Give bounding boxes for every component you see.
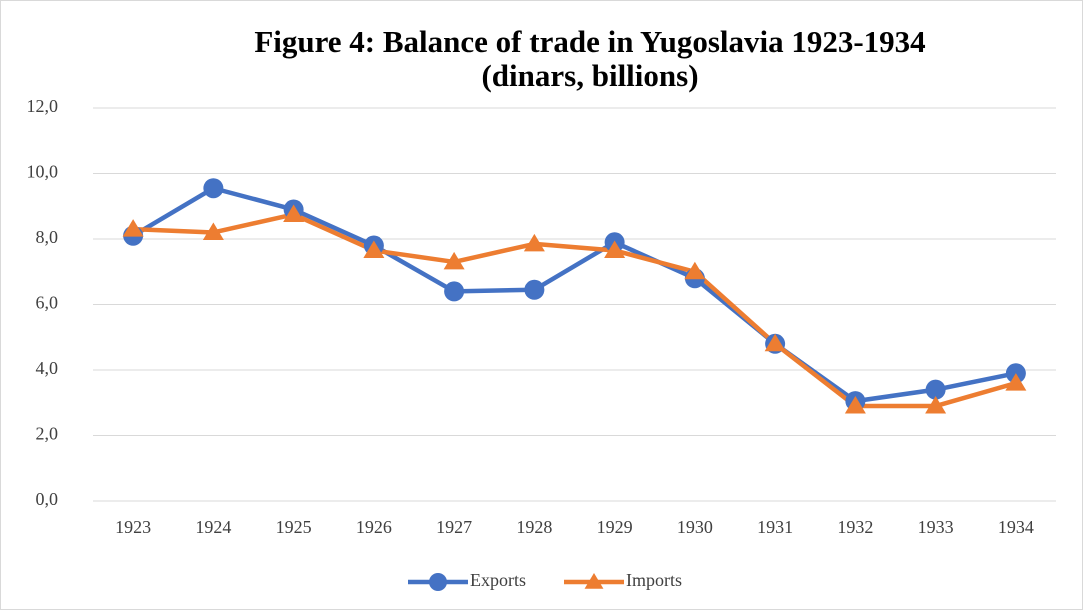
chart-subtitle: (dinars, billions) [481,58,698,93]
x-tick-label: 1929 [597,517,633,537]
x-tick-label: 1934 [998,517,1034,537]
y-tick-label: 10,0 [27,162,59,182]
data-point [764,333,786,352]
x-tick-label: 1926 [356,517,392,537]
data-point [925,379,946,400]
x-tick-label: 1932 [837,517,873,537]
chart-title: Figure 4: Balance of trade in Yugoslavia… [254,24,925,59]
x-tick-label: 1928 [516,517,552,537]
data-point [283,204,305,222]
x-tick-label: 1930 [677,517,713,537]
data-point [604,240,626,258]
y-tick-label: 4,0 [36,358,59,378]
y-tick-label: 8,0 [36,227,59,247]
x-tick-label: 1933 [918,517,954,537]
data-point [122,219,144,237]
y-tick-label: 2,0 [36,424,59,444]
data-point [1005,373,1027,391]
y-tick-label: 0,0 [36,489,59,509]
x-tick-label: 1931 [757,517,793,537]
data-point [202,222,224,240]
x-tick-label: 1923 [115,517,151,537]
legend-marker [584,573,604,589]
y-tick-label: 12,0 [27,96,59,116]
series-line [133,212,1017,409]
data-point [203,178,224,199]
data-point [363,240,385,258]
data-point [524,279,545,300]
data-point [925,396,947,414]
x-tick-label: 1927 [436,517,472,537]
data-point [523,233,545,252]
data-point [684,261,706,280]
legend-label: Exports [470,570,526,590]
series-line [131,185,1017,404]
data-point [444,281,465,302]
x-tick-label: 1925 [276,517,312,537]
x-tick-label: 1924 [195,517,231,537]
y-tick-label: 6,0 [36,293,59,313]
data-point [443,251,465,270]
legend-marker [429,573,447,591]
legend-label: Imports [626,570,682,590]
data-point [844,396,866,414]
